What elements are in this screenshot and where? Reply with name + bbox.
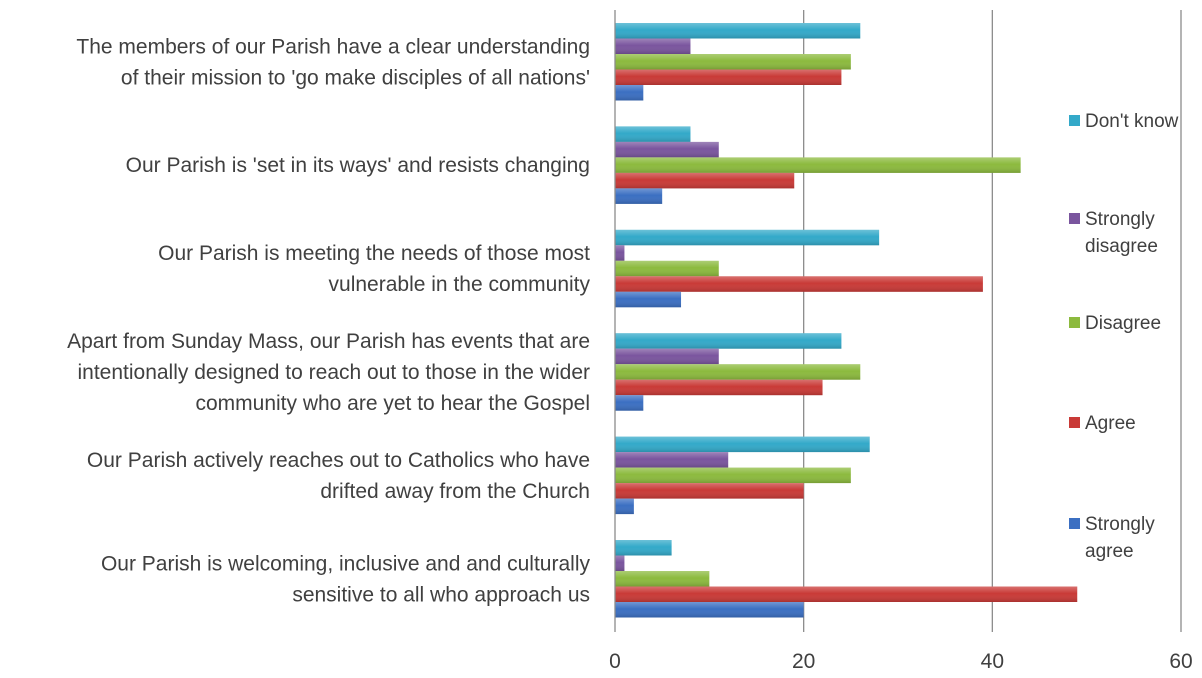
bar-shading: [615, 245, 625, 261]
legend-swatch: [1069, 417, 1080, 428]
bar-shading: [615, 452, 729, 468]
category-label: Our Parish is meeting the needs of those…: [158, 242, 590, 296]
bar-shading: [615, 188, 663, 204]
legend-label: Strongly agree: [1085, 514, 1155, 562]
bar-shading: [615, 540, 672, 556]
bar-shading: [615, 38, 691, 54]
category-labels: The members of our Parish have a clear u…: [67, 35, 590, 606]
legend-label: Disagree: [1085, 313, 1161, 334]
category-label: Apart from Sunday Mass, our Parish has e…: [67, 330, 590, 415]
tick-label-40: 40: [981, 650, 1004, 673]
bar-shading: [615, 395, 644, 411]
bar-shading: [615, 571, 710, 587]
legend-label: Don't know: [1085, 111, 1179, 132]
legend: Don't know Strongly disagree Disagree Agree S…: [1069, 111, 1179, 562]
bar-shading: [615, 260, 719, 277]
legend-swatch: [1069, 518, 1080, 529]
bar-shading: [615, 364, 861, 380]
tick-label-0: 0: [609, 650, 621, 673]
legend-label: Agree: [1085, 413, 1136, 434]
tick-labels: 0 20 40 60: [609, 650, 1193, 673]
bar-shading: [615, 586, 1078, 602]
bar-shading: [615, 291, 682, 308]
bar-shading: [615, 467, 851, 484]
bar-shading: [615, 157, 1021, 173]
bar-shading: [615, 348, 719, 365]
bar-shading: [615, 276, 983, 292]
category-label: Our Parish is welcoming, inclusive and a…: [101, 552, 591, 606]
bar-shading: [615, 483, 804, 499]
category-label: Our Parish is 'set in its ways' and resi…: [126, 154, 590, 177]
bar-shading: [615, 555, 625, 571]
category-label: Our Parish actively reaches out to Catho…: [87, 449, 590, 503]
bar-shading: [615, 333, 842, 349]
legend-swatch: [1069, 213, 1080, 224]
tick-label-60: 60: [1169, 650, 1192, 673]
bar-shading: [615, 85, 644, 101]
legend-label: Strongly disagree: [1085, 209, 1158, 257]
bar-shading: [615, 23, 861, 39]
gridlines: [803, 10, 1182, 632]
bar-shading: [615, 126, 691, 142]
bar-shading: [615, 141, 719, 158]
bar-shading: [615, 69, 842, 85]
bar-shading: [615, 436, 870, 453]
bar-shading: [615, 602, 804, 618]
legend-swatch: [1069, 115, 1080, 126]
category-label: The members of our Parish have a clear u…: [76, 35, 590, 89]
legend-swatch: [1069, 317, 1080, 328]
bar-shading: [615, 54, 851, 70]
bar-shading: [615, 498, 634, 515]
bars: [615, 23, 1078, 618]
tick-label-20: 20: [792, 650, 815, 673]
bar-shading: [615, 379, 823, 396]
bar-shading: [615, 229, 880, 246]
bar-shading: [615, 172, 795, 189]
